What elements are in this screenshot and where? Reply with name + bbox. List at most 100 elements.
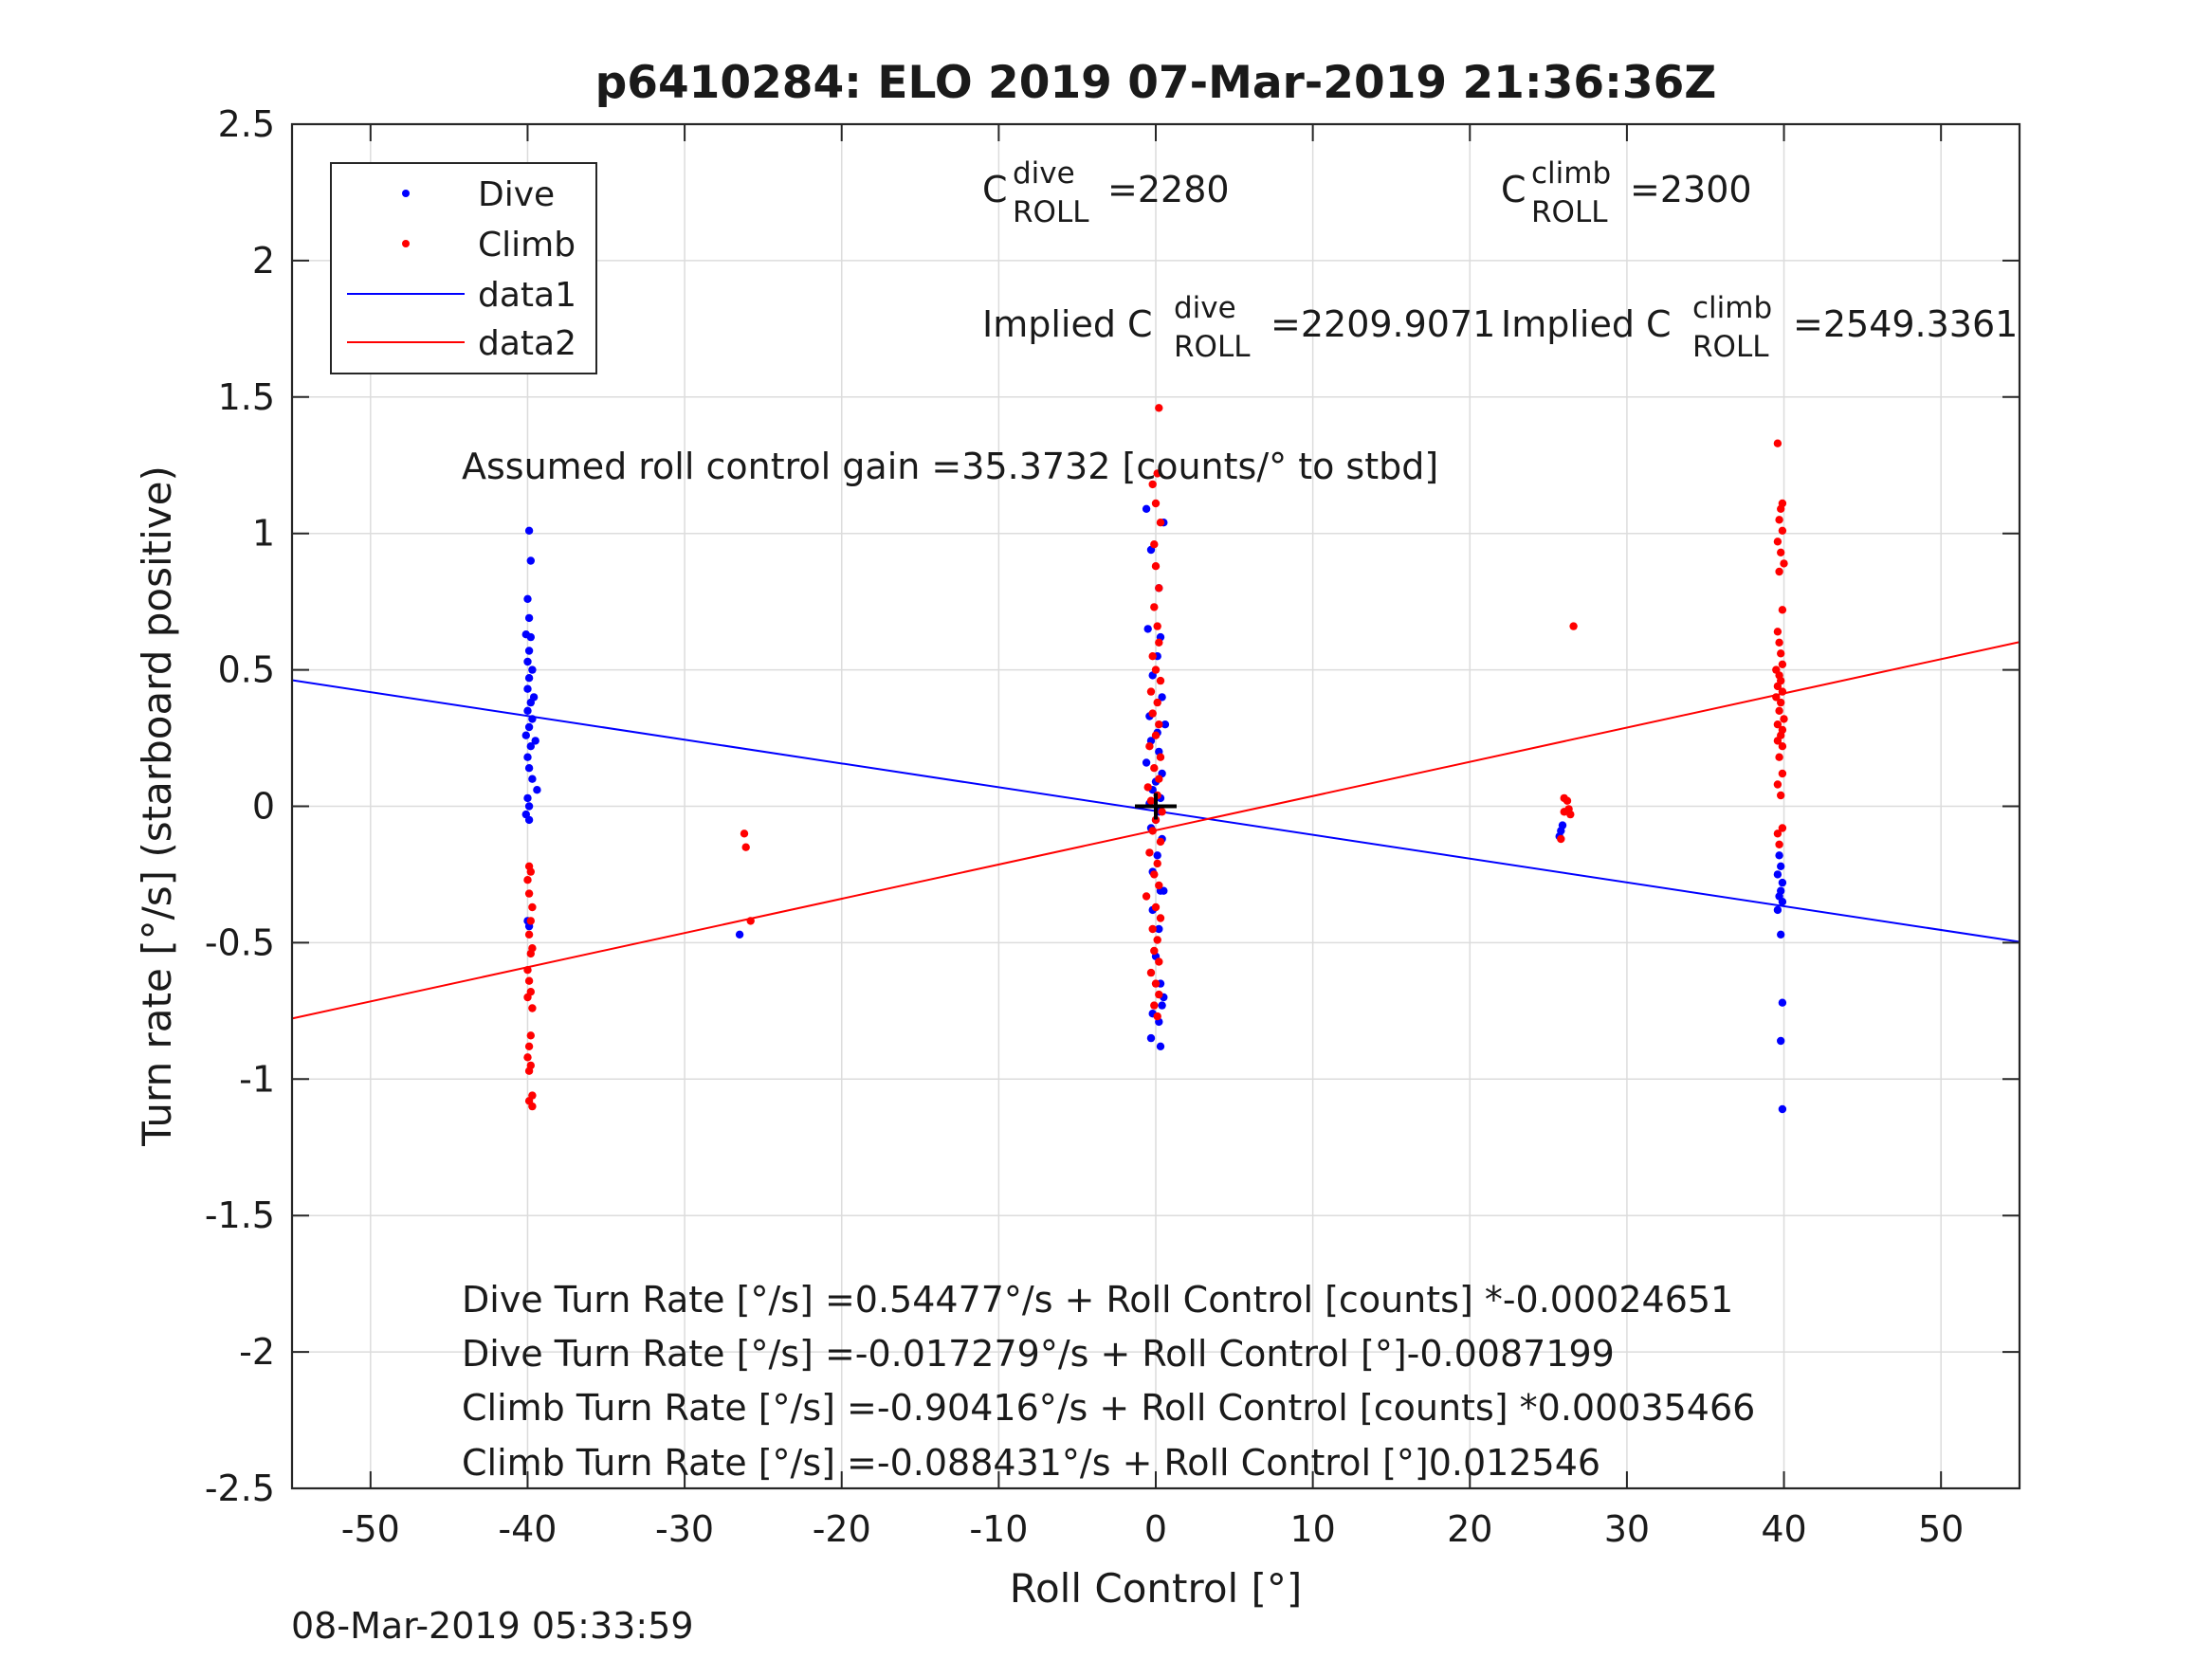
implied-climb-value: =2549.3361 <box>1793 303 2018 345</box>
dive-point <box>1775 851 1783 860</box>
dive-point <box>1777 1036 1785 1046</box>
dive-point <box>524 802 534 811</box>
climb-point <box>1145 742 1154 751</box>
legend-data2-label: data2 <box>478 324 576 363</box>
c-roll-climb-label: C <box>1501 169 1526 210</box>
x-tick-label: 0 <box>1144 1508 1167 1550</box>
climb-point <box>1777 791 1785 800</box>
climb-point <box>526 949 535 958</box>
climb-point <box>741 843 750 851</box>
y-axis-label: Turn rate [°/s] (starboard positive) <box>134 465 180 1147</box>
climb-point <box>524 889 534 898</box>
climb-point <box>1155 881 1163 890</box>
implied-dive-annotation: Implied C dive ROLL =2209.9071 <box>982 291 1495 364</box>
climb-point <box>526 1031 535 1040</box>
dive-point <box>526 632 535 642</box>
climb-point <box>1151 902 1161 912</box>
climb-point <box>1153 1012 1161 1021</box>
climb-point <box>1153 859 1161 868</box>
climb-point <box>1150 1001 1159 1010</box>
climb-point <box>1148 924 1157 934</box>
climb-point <box>1151 731 1161 739</box>
y-tick-label: 0.5 <box>218 649 275 691</box>
y-tick-label: -0.5 <box>205 921 275 963</box>
dive-point <box>524 526 534 535</box>
climb-point <box>1155 584 1163 592</box>
climb-point <box>1142 892 1151 901</box>
x-tick-label: -10 <box>969 1508 1028 1550</box>
legend-box <box>330 162 597 374</box>
y-tick-label: 1 <box>252 513 275 555</box>
climb-point <box>1155 957 1163 966</box>
x-tick-label: -30 <box>655 1508 714 1550</box>
climb-point <box>1145 848 1154 857</box>
climb-point <box>1150 870 1159 879</box>
dive-point <box>526 556 535 565</box>
center-marker <box>1135 793 1177 820</box>
implied-dive-label: Implied C <box>982 303 1153 345</box>
dive-point <box>533 786 541 794</box>
climb-point <box>1151 665 1161 674</box>
climb-point <box>528 1004 537 1012</box>
climb-point <box>1150 603 1159 611</box>
dive-point <box>1142 504 1151 513</box>
climb-point <box>1778 742 1787 751</box>
x-tick-label: 30 <box>1604 1508 1650 1550</box>
dive-point <box>1146 1033 1156 1043</box>
climb-point <box>1153 698 1161 707</box>
x-tick-label: 40 <box>1761 1508 1806 1550</box>
tick-labels: -50 -40 -30 -20 -10 0 10 20 30 40 50 2.5 2 1.5 1 0.5 0 -0… <box>205 103 1965 1550</box>
climb-point <box>526 867 535 876</box>
dive-point <box>1143 625 1152 633</box>
dive-point <box>1778 998 1787 1007</box>
climb-point <box>1775 840 1783 848</box>
climb-point <box>1775 753 1783 761</box>
c-roll-climb-sub: ROLL <box>1531 195 1608 229</box>
climb-point <box>523 993 532 1002</box>
x-tick-label: 50 <box>1918 1508 1964 1550</box>
climb-point <box>524 930 534 939</box>
x-tick-label: -40 <box>498 1508 557 1550</box>
climb-point <box>1773 720 1782 729</box>
climb-point <box>523 966 532 975</box>
climb-point <box>1777 698 1785 707</box>
dive-point <box>526 742 535 751</box>
chart-title: p6410284: ELO 2019 07-Mar-2019 21:36:36Z <box>595 57 1717 109</box>
climb-point <box>1156 837 1165 847</box>
y-tick-label: -1 <box>239 1058 275 1100</box>
y-tick-label: -1.5 <box>205 1194 275 1236</box>
y-tick-label: 1.5 <box>218 376 275 418</box>
y-tick-label: 2.5 <box>218 103 275 145</box>
climb-point <box>1560 808 1568 816</box>
x-axis-label: Roll Control [°] <box>1010 1565 1303 1612</box>
dive-point <box>523 753 532 761</box>
data-points <box>521 404 1788 1114</box>
climb-point <box>524 1042 534 1051</box>
dive-point <box>528 665 537 674</box>
climb-point <box>1148 480 1157 489</box>
climb-point <box>740 830 749 838</box>
climb-point <box>1773 538 1782 546</box>
equation-climb-counts: Climb Turn Rate [°/s] =-0.90416°/s + Rol… <box>462 1387 1755 1429</box>
dive-point <box>523 706 532 715</box>
climb-point <box>1153 936 1161 944</box>
climb-point <box>1143 783 1152 792</box>
dive-point <box>531 737 539 745</box>
c-roll-climb-sup: climb <box>1531 156 1611 191</box>
climb-point <box>1775 516 1783 524</box>
climb-point <box>1146 796 1156 805</box>
dive-point <box>1773 870 1782 879</box>
legend-dive-marker <box>402 190 410 197</box>
climb-point <box>1557 834 1565 844</box>
dive-point <box>524 674 534 683</box>
climb-point <box>1775 638 1783 647</box>
climb-point <box>528 1102 537 1111</box>
climb-point <box>1775 567 1783 576</box>
dive-point <box>1155 924 1163 934</box>
c-roll-climb-annotation: C climb ROLL =2300 <box>1501 156 1752 229</box>
climb-point <box>523 876 532 884</box>
c-roll-climb-value: =2300 <box>1630 169 1752 210</box>
implied-climb-sup: climb <box>1692 291 1772 325</box>
climb-point <box>1155 775 1163 783</box>
